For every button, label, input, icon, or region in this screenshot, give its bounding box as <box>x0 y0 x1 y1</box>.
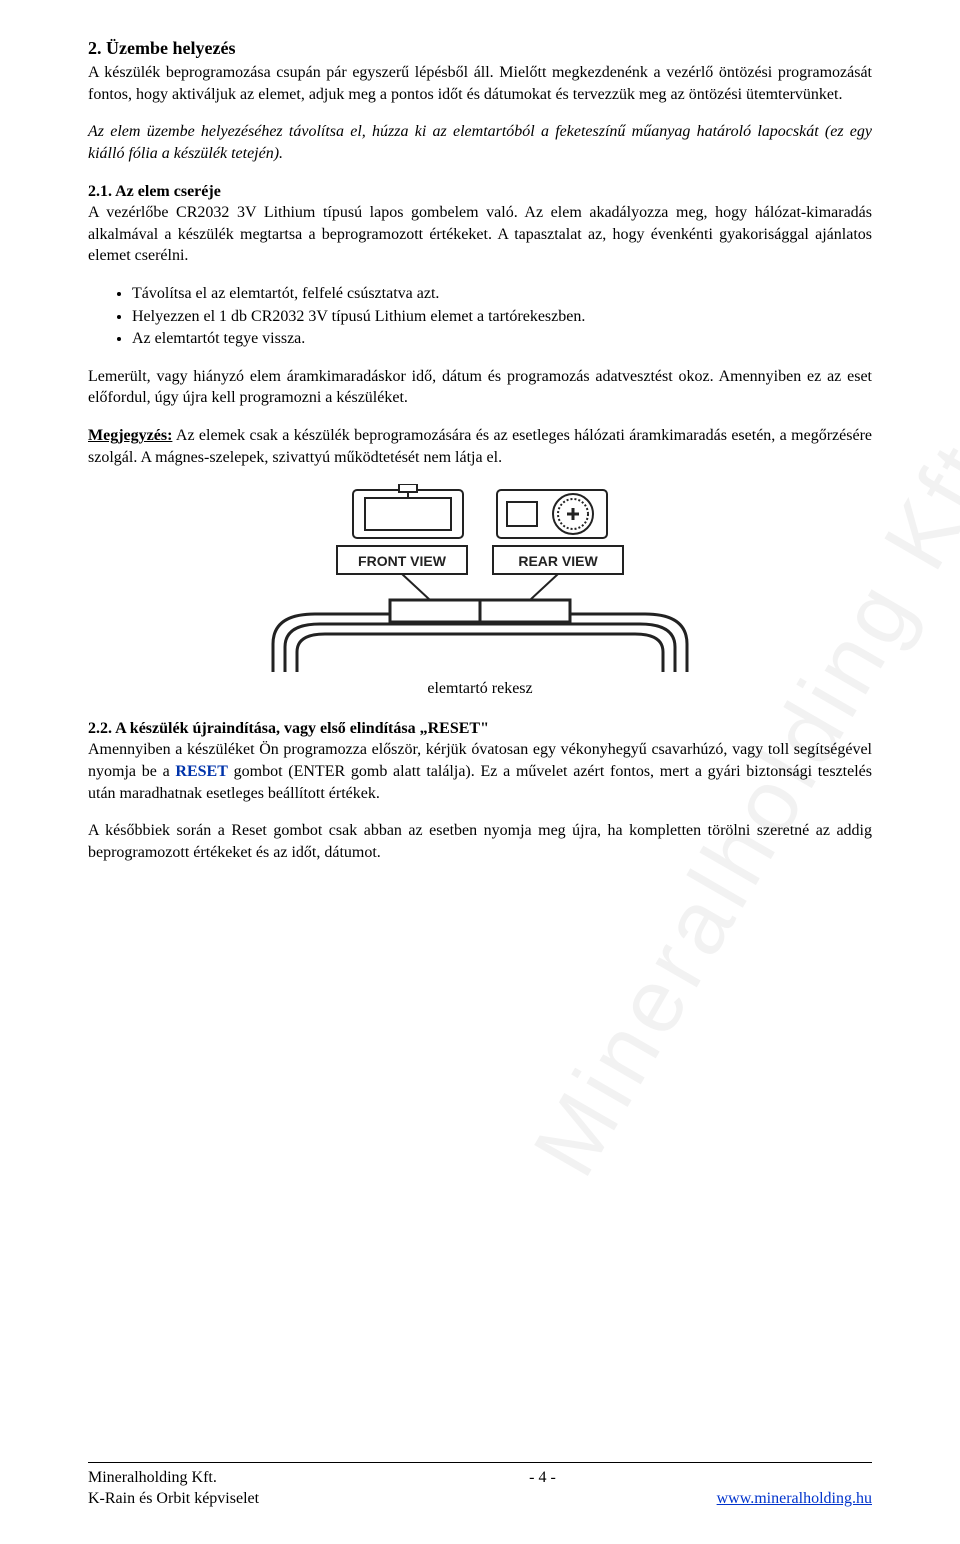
battery-steps-list: Távolítsa el az elemtartót, felfelé csús… <box>88 283 872 350</box>
heading-2-2: 2.2. A készülék újraindítása, vagy első … <box>88 720 489 737</box>
footer-company: Mineralholding Kft. <box>88 1467 217 1489</box>
paragraph-battery-remove: Az elem üzembe helyezéséhez távolítsa el… <box>88 121 872 164</box>
list-item: Az elemtartót tegye vissza. <box>132 328 872 350</box>
footer-representation: K-Rain és Orbit képviselet <box>88 1488 259 1510</box>
footer-rule <box>88 1462 872 1463</box>
heading-section-2: 2. Üzembe helyezés <box>88 36 872 60</box>
front-view-label: FRONT VIEW <box>358 553 447 569</box>
paragraph-22: 2.2. A készülék újraindítása, vagy első … <box>88 718 872 804</box>
figure-caption: elemtartó rekesz <box>265 678 695 700</box>
footer-page-number: - 4 - <box>529 1467 556 1489</box>
heading-2-1: 2.1. Az elem cseréje <box>88 183 221 200</box>
footer-url-link[interactable]: www.mineralholding.hu <box>717 1488 872 1510</box>
note-lead: Megjegyzés: <box>88 427 172 444</box>
figure-battery-holder: FRONT VIEW REAR VIEW elemtartó rekesz <box>265 484 695 700</box>
paragraph-reset-later: A későbbiek során a Reset gombot csak ab… <box>88 820 872 863</box>
footer-spacer2 <box>486 1488 490 1510</box>
reset-keyword: RESET <box>175 763 227 780</box>
battery-holder-svg: FRONT VIEW REAR VIEW <box>265 484 695 674</box>
rear-view-label: REAR VIEW <box>518 553 598 569</box>
list-item: Távolítsa el az elemtartót, felfelé csús… <box>132 283 872 305</box>
paragraph-21: 2.1. Az elem cseréje A vezérlőbe CR2032 … <box>88 181 872 267</box>
page-footer: Mineralholding Kft. - 4 - K-Rain és Orbi… <box>88 1462 872 1510</box>
paragraph-dead-battery: Lemerült, vagy hiányzó elem áramkimaradá… <box>88 366 872 409</box>
list-item: Helyezzen el 1 db CR2032 3V típusú Lithi… <box>132 306 872 328</box>
paragraph-intro: A készülék beprogramozása csupán pár egy… <box>88 62 872 105</box>
paragraph-21-body: A vezérlőbe CR2032 3V Lithium típusú lap… <box>88 204 872 264</box>
footer-spacer <box>868 1467 872 1489</box>
paragraph-note: Megjegyzés: Az elemek csak a készülék be… <box>88 425 872 468</box>
note-body: Az elemek csak a készülék beprogramozásá… <box>88 427 872 466</box>
